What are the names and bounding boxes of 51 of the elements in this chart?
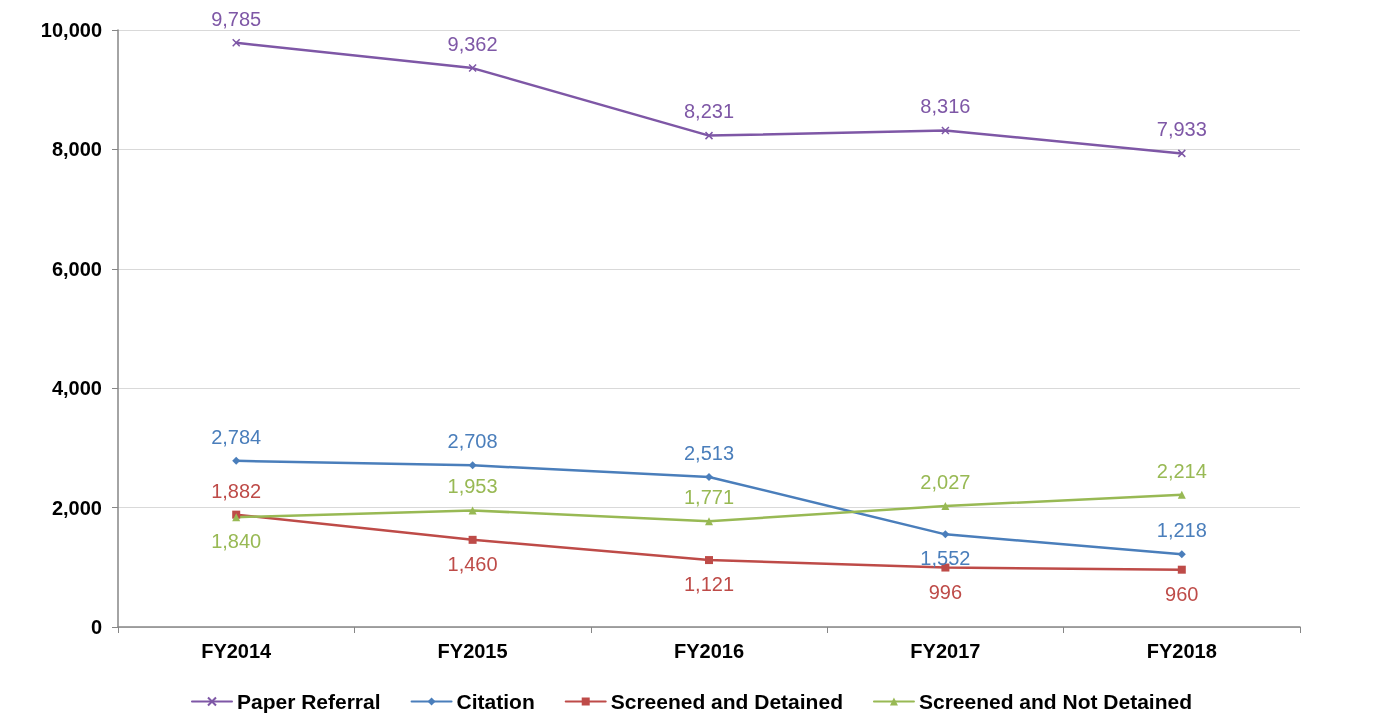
point [1177, 490, 1186, 499]
data-label: 8,316 [920, 95, 971, 118]
legend-label: Screened and Not Detained [918, 690, 1193, 713]
y-tick-label: 8,000 [51, 138, 102, 161]
point [1177, 550, 1186, 559]
point [941, 530, 950, 539]
data-label: 2,513 [683, 441, 735, 464]
data-label: 1,460 [447, 552, 498, 575]
y-tick-label: 10,000 [40, 19, 102, 41]
data-label: 9,785 [211, 7, 262, 30]
x-tick-label: FY2016 [673, 640, 745, 662]
point [231, 38, 241, 48]
legend-label: Screened and Detained [610, 690, 843, 713]
point [704, 131, 714, 140]
data-label: 2,027 [920, 470, 971, 493]
y-tick-label: 0 [90, 616, 102, 638]
data-label: 8,231 [683, 100, 735, 123]
point [705, 472, 713, 481]
data-label: 996 [928, 580, 963, 603]
data-label: 1,953 [447, 475, 498, 498]
data-label: 1,121 [683, 573, 735, 596]
data-label: 2,708 [447, 430, 498, 453]
point [941, 126, 950, 135]
point [1177, 149, 1187, 158]
data-label: 1,552 [920, 547, 971, 570]
point [232, 456, 241, 465]
y-tick-label: 6,000 [51, 257, 102, 280]
x-tick-label: FY2014 [201, 640, 273, 662]
legend-label: Paper Referral [236, 690, 381, 713]
point [468, 535, 477, 544]
y-tick-label: 4,000 [51, 377, 102, 400]
data-label: 1,840 [211, 530, 262, 553]
data-label: 1,882 [211, 479, 262, 502]
data-label: 2,214 [1156, 459, 1207, 482]
x-tick-label: FY2015 [437, 640, 508, 662]
legend-label: Citation [456, 690, 535, 713]
data-label: 1,218 [1156, 519, 1207, 542]
data-label: 960 [1165, 582, 1199, 605]
point [705, 556, 713, 565]
y-tick-label: 2,000 [51, 496, 102, 519]
point [941, 501, 950, 510]
data-label: 1,771 [683, 486, 735, 509]
point [468, 63, 477, 73]
x-tick-label: FY2018 [1146, 640, 1217, 662]
data-label: 9,362 [447, 32, 498, 55]
data-label: 2,784 [211, 425, 262, 448]
data-label: 7,933 [1156, 118, 1207, 141]
point [705, 517, 713, 526]
point [468, 461, 477, 470]
x-tick-label: FY2017 [910, 640, 981, 662]
point [1177, 565, 1186, 574]
